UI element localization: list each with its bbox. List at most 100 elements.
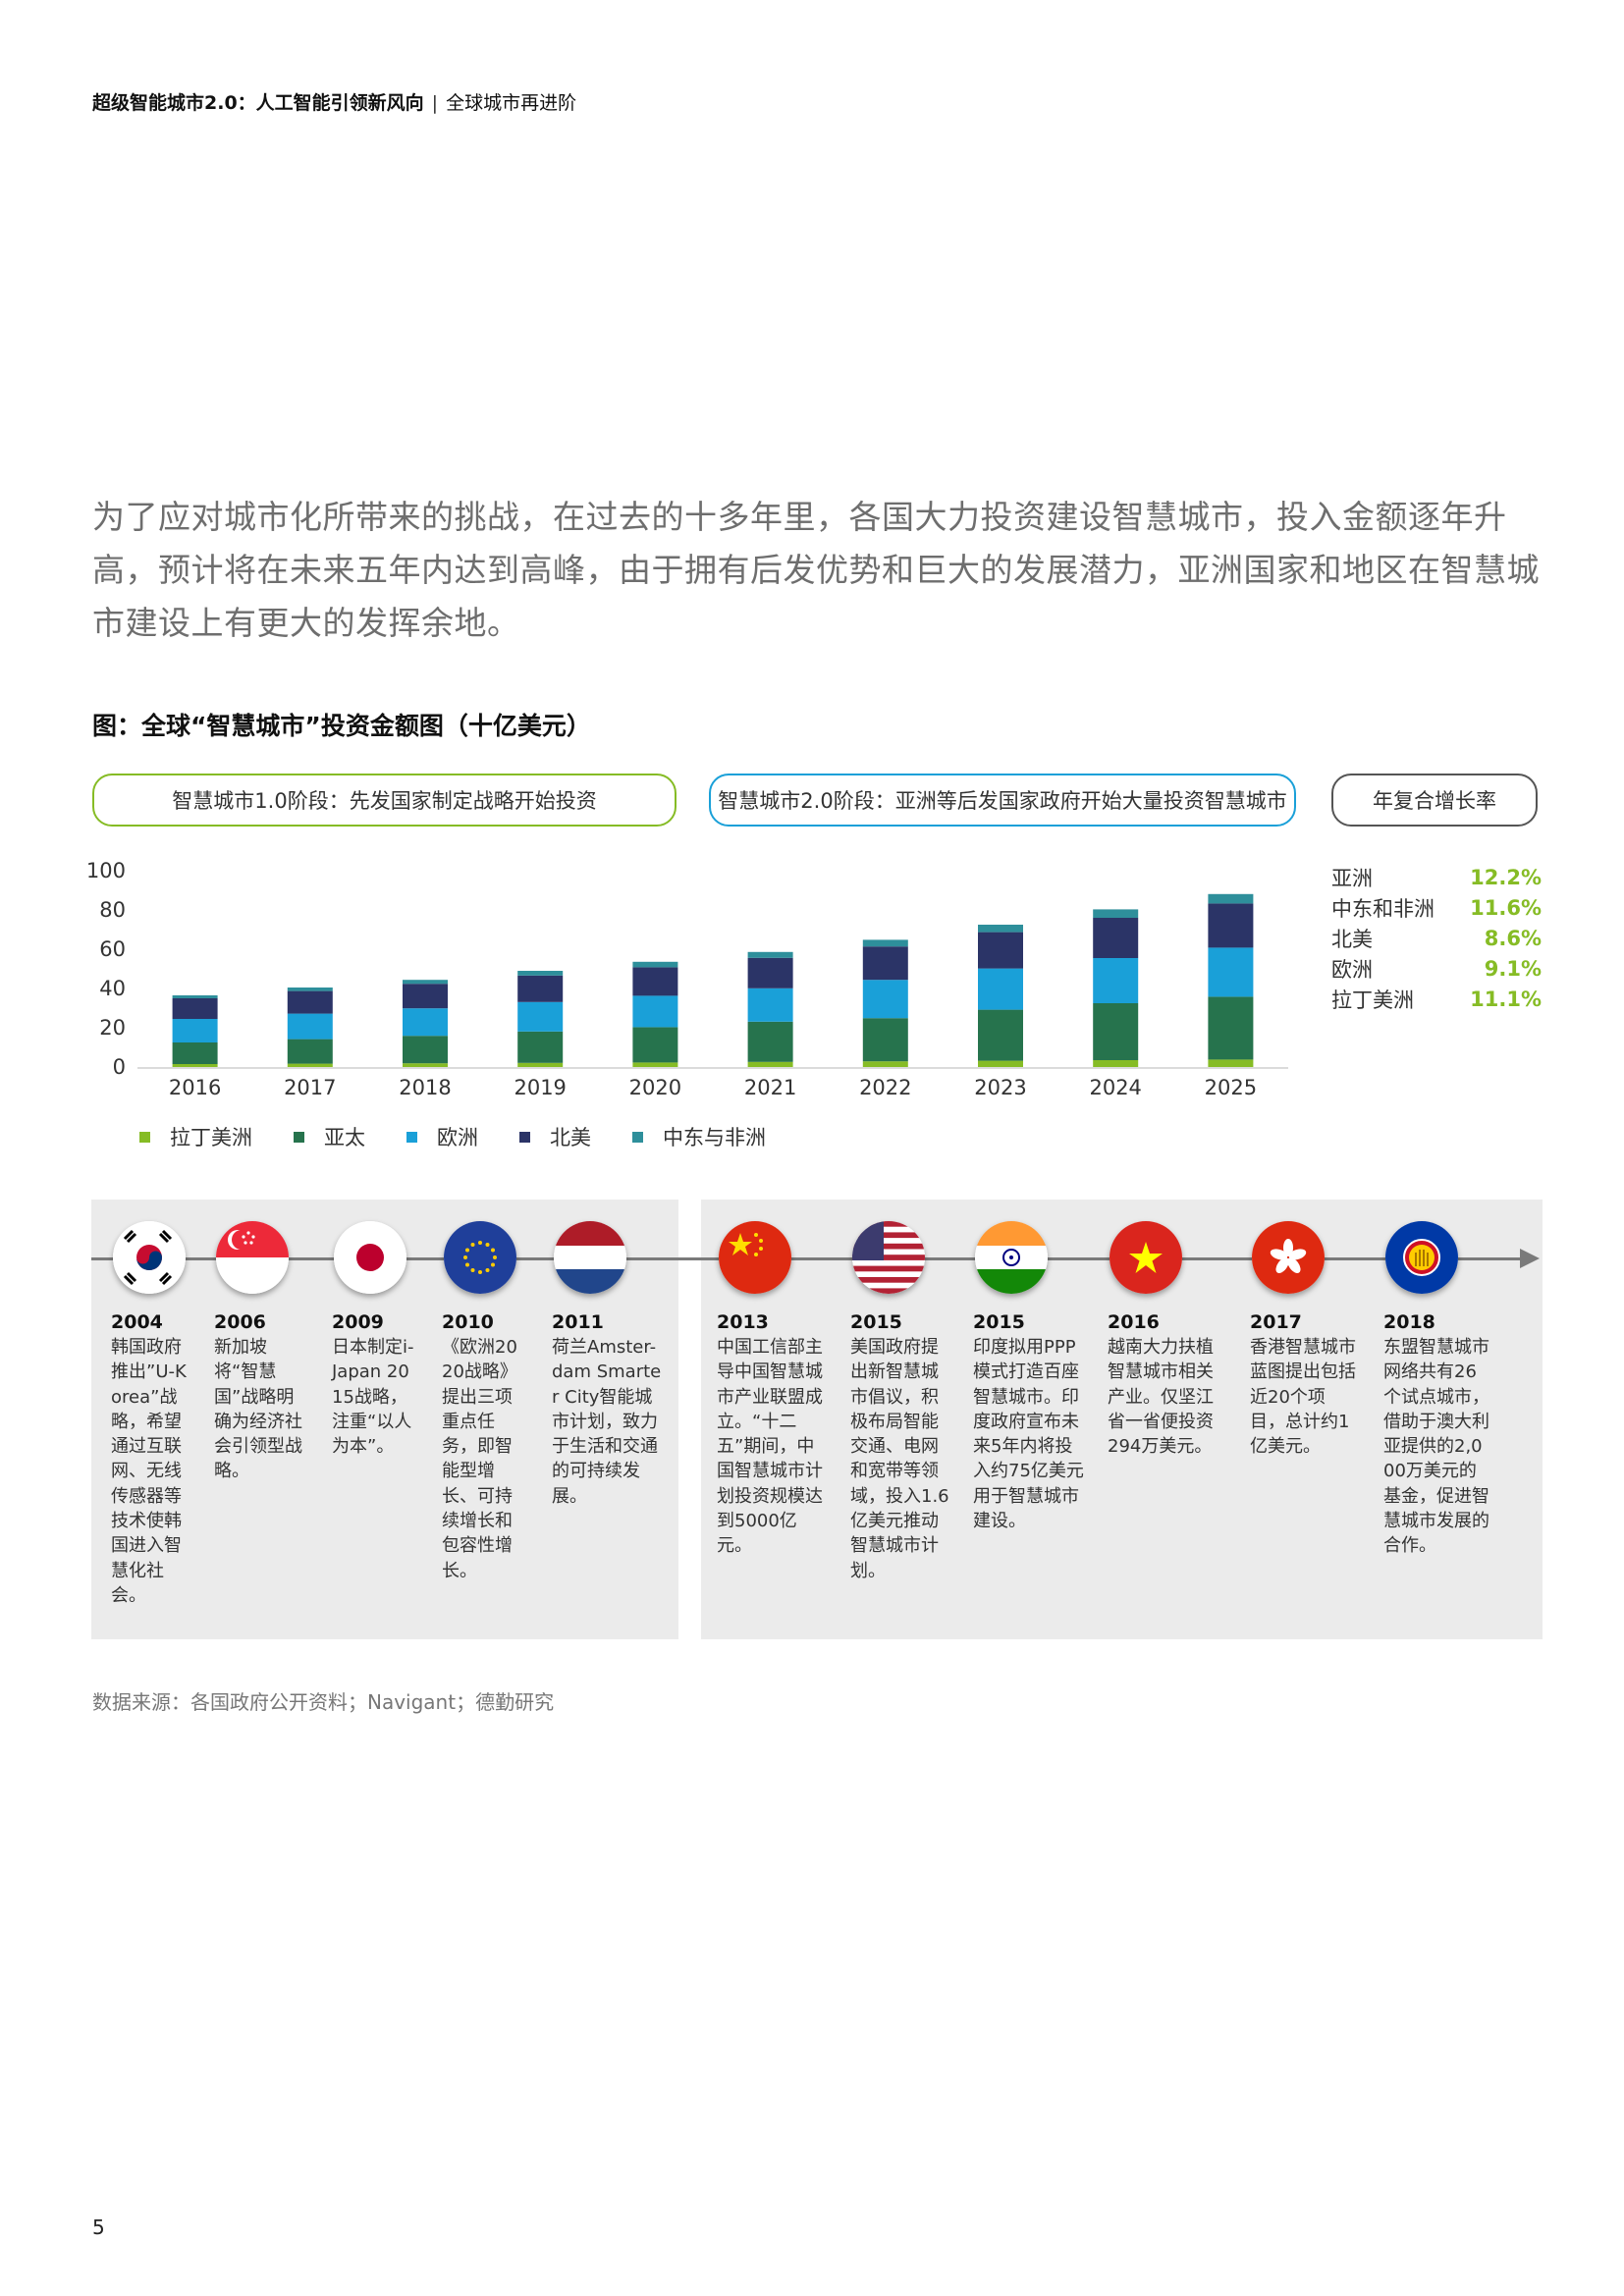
bar-segment (862, 946, 908, 981)
legend-swatch (519, 1131, 530, 1143)
event-year: 2017 (1250, 1311, 1302, 1333)
legend-item: 中东与非洲 (632, 1122, 766, 1151)
event-text: 荷兰Amster-dam Smarter City智能城市计划，致力于生活和交通… (552, 1337, 662, 1507)
x-tick-label: 2018 (399, 1076, 451, 1099)
event-text: 越南大力扶植智慧城市相关产业。仅坚江省一省便投资294万美元。 (1108, 1337, 1214, 1458)
legend-swatch (632, 1131, 643, 1143)
bar-segment (862, 980, 908, 1019)
event-year: 2011 (552, 1311, 604, 1333)
bar-segment (1208, 1059, 1254, 1067)
bar-segment (632, 1062, 678, 1067)
bar-segment (1093, 1003, 1139, 1060)
bar-segment (1208, 996, 1254, 1060)
phase-1-box: 智慧城市1.0阶段：先发国家制定战略开始投资 (92, 774, 677, 827)
timeline-event: 2013 中国工信部主导中国智慧城市产业联盟成立。“十二五”期间，中国智慧城市计… (717, 1221, 827, 1559)
event-year: 2016 (1108, 1311, 1160, 1333)
cagr-label-box: 年复合增长率 (1331, 774, 1538, 827)
bar-segment (403, 984, 448, 1009)
cagr-row: 拉丁美洲 11.1% (1331, 984, 1542, 1014)
event-year: 2015 (973, 1311, 1025, 1333)
figure-title: 图：全球“智慧城市”投资金额图（十亿美元） (92, 712, 591, 740)
bar-segment (403, 1063, 448, 1067)
cagr-value: 12.2% (1470, 865, 1542, 889)
singapore-flag-icon (216, 1221, 289, 1294)
legend-swatch (139, 1131, 150, 1143)
investment-bar-chart: 0 20 40 60 80 100 2016 2017 2018 2019 2020 2021 2022… (86, 859, 1288, 1099)
event-text: 新加坡将“智慧国”战略明确为经济社会引领型战略。 (214, 1337, 302, 1482)
legend-swatch (406, 1131, 417, 1143)
chart-legend: 拉丁美洲 亚太 欧洲 北美 中东与非洲 (139, 1122, 807, 1151)
cagr-row: 亚洲 12.2% (1331, 862, 1542, 892)
timeline-event: 2011 荷兰Amster-dam Smarter City智能城市计划，致力于… (552, 1221, 662, 1509)
asean-flag-icon (1385, 1221, 1458, 1294)
cagr-region: 欧洲 (1331, 957, 1373, 982)
bar-segment (862, 939, 908, 947)
event-year: 2018 (1383, 1311, 1435, 1333)
bar-segment (978, 925, 1023, 933)
cagr-region: 北美 (1331, 927, 1373, 951)
x-tick-label: 2022 (859, 1076, 911, 1099)
bar-segment (517, 971, 564, 976)
event-year: 2006 (214, 1311, 266, 1333)
bar-segment (978, 932, 1023, 969)
bar-segment (862, 1018, 908, 1062)
bar-segment (632, 1027, 678, 1063)
intro-paragraph: 为了应对城市化所带来的挑战，在过去的十多年里，各国大力投资建设智慧城市，投入金额… (92, 498, 1540, 642)
bar-segment (1093, 1060, 1139, 1067)
legend-label: 亚太 (324, 1126, 365, 1149)
timeline-event: 2018 东盟智慧城市网络共有26个试点城市，借助于澳大利亚提供的2,000万美… (1383, 1221, 1493, 1559)
legend-label: 欧洲 (437, 1126, 478, 1149)
bar-segment (1093, 958, 1139, 1003)
bar-segment (978, 1060, 1023, 1067)
x-tick-label: 2016 (169, 1076, 221, 1099)
timeline-event: 2010 《欧洲2020战略》提出三项重点任务，即智能型增长、可持续增长和包容性… (442, 1221, 552, 1583)
bar-segment (403, 980, 448, 985)
event-text: 日本制定i-Japan 2015战略，注重“以人为本”。 (332, 1337, 414, 1458)
report-section: 全球城市再进阶 (446, 92, 577, 114)
bar-segment (1208, 903, 1254, 948)
legend-label: 拉丁美洲 (170, 1126, 252, 1149)
timeline-event: 2017 香港智慧城市蓝图提出包括近20个项目，总计约1亿美元。 (1250, 1221, 1360, 1459)
legend-item: 北美 (519, 1122, 591, 1151)
event-text: 美国政府提出新智慧城市倡议，积极布局智能交通、电网和宽带等领域，投入1.6亿美元… (850, 1337, 949, 1581)
korea-flag-icon (113, 1221, 186, 1294)
cagr-value: 11.1% (1470, 987, 1542, 1011)
event-text: 《欧洲2020战略》提出三项重点任务，即智能型增长、可持续增长和包容性增长。 (442, 1337, 517, 1581)
bar-segment (172, 995, 218, 998)
event-text: 印度拟用PPP模式打造百座智慧城市。印度政府宣布未来5年内将投入约75亿美元用于… (973, 1337, 1084, 1532)
x-tick-label: 2017 (284, 1076, 336, 1099)
timeline-event: 2015 美国政府提出新智慧城市倡议，积极布局智能交通、电网和宽带等领域，投入1… (850, 1221, 960, 1583)
x-tick-label: 2021 (744, 1076, 796, 1099)
cagr-value: 9.1% (1484, 956, 1542, 981)
event-text: 中国工信部主导中国智慧城市产业联盟成立。“十二五”期间，中国智慧城市计划投资规模… (717, 1337, 823, 1557)
bar-segment (1208, 893, 1254, 904)
cagr-region: 亚洲 (1331, 866, 1373, 890)
event-year: 2010 (442, 1311, 494, 1333)
event-text: 东盟智慧城市网络共有26个试点城市，借助于澳大利亚提供的2,000万美元的基金，… (1383, 1337, 1489, 1557)
legend-item: 拉丁美洲 (139, 1122, 252, 1151)
cagr-table: 亚洲 12.2% 中东和非洲 11.6% 北美 8.6% 欧洲 9.1% 拉丁美洲 11.… (1331, 862, 1542, 1014)
legend-item: 亚太 (294, 1122, 365, 1151)
y-tick-label: 40 (99, 977, 126, 1000)
report-title: 超级智能城市2.0：人工智能引领新风向 (92, 92, 424, 114)
timeline-axis (91, 1257, 1535, 1260)
india-flag-icon (975, 1221, 1048, 1294)
event-year: 2009 (332, 1311, 384, 1333)
phase-2-box: 智慧城市2.0阶段：亚洲等后发国家政府开始大量投资智慧城市 (709, 774, 1296, 827)
bar-segment (978, 968, 1023, 1010)
timeline-event: 2016 越南大力扶植智慧城市相关产业。仅坚江省一省便投资294万美元。 (1108, 1221, 1218, 1459)
legend-label: 中东与非洲 (663, 1126, 766, 1149)
bar-segment (862, 1061, 908, 1067)
bar-segment (1093, 918, 1139, 958)
timeline-event: 2006 新加坡将“智慧国”战略明确为经济社会引领型战略。 (214, 1221, 324, 1484)
bar-segment (287, 1013, 333, 1040)
legend-swatch (294, 1131, 304, 1143)
y-tick-label: 100 (86, 859, 126, 882)
cagr-region: 中东和非洲 (1331, 896, 1435, 921)
y-tick-label: 60 (99, 937, 126, 961)
header-separator: | (431, 92, 439, 114)
legend-item: 欧洲 (406, 1122, 478, 1151)
page-header: 超级智能城市2.0：人工智能引领新风向 | 全球城市再进阶 (92, 88, 576, 115)
cagr-value: 8.6% (1484, 926, 1542, 950)
bar-segment (287, 990, 333, 1014)
